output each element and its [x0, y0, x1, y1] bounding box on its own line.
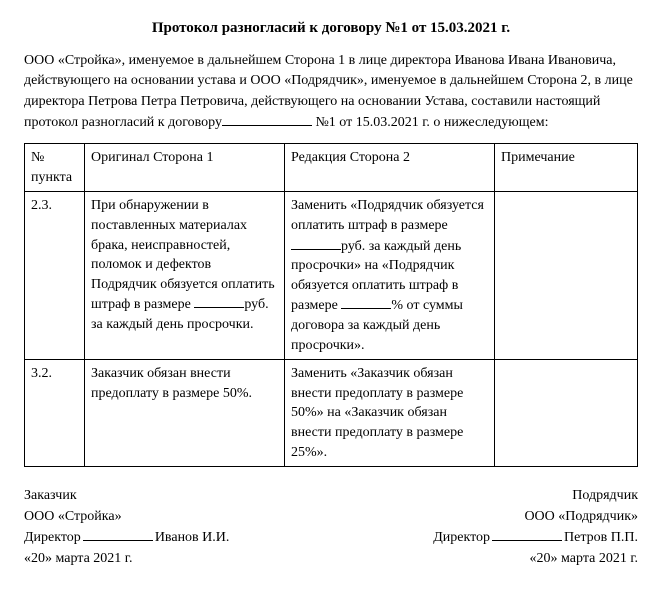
sig-director-label: Директор	[433, 530, 490, 545]
header-edition: Редакция Сторона 2	[285, 144, 495, 192]
amount-blank	[291, 236, 341, 250]
cell-original: Заказчик обязан внести предоплату в разм…	[85, 360, 285, 467]
amount-blank	[194, 294, 244, 308]
preamble: ООО «Стройка», именуемое в дальнейшем Ст…	[24, 51, 638, 133]
signature-line	[83, 527, 153, 541]
document-title: Протокол разногласий к договору №1 от 15…	[24, 20, 638, 37]
signature-line	[492, 527, 562, 541]
preamble-text-2: №1 от 15.03.2021 г. о нижеследующем:	[315, 115, 548, 130]
disagreements-table: № пункта Оригинал Сторона 1 Редакция Сто…	[24, 143, 638, 467]
cell-edition: Заменить «Заказчик обязан внести предопл…	[285, 360, 495, 467]
signature-contractor: Подрядчик ООО «Подрядчик» Директор Петров…	[351, 485, 638, 569]
edit-a: Заменить «Подрядчик обязуется оплатить ш…	[291, 198, 484, 233]
sig-date: «20» марта 2021 г.	[24, 548, 311, 569]
header-note: Примечание	[495, 144, 638, 192]
cell-note	[495, 192, 638, 360]
cell-original: При обнаружении в поставленных материала…	[85, 192, 285, 360]
sig-org: ООО «Стройка»	[24, 506, 311, 527]
sig-date: «20» марта 2021 г.	[351, 548, 638, 569]
sig-org: ООО «Подрядчик»	[351, 506, 638, 527]
contract-blank-line	[222, 112, 312, 126]
header-num: № пункта	[25, 144, 85, 192]
sig-name: Петров П.П.	[564, 530, 638, 545]
cell-edition: Заменить «Подрядчик обязуется оплатить ш…	[285, 192, 495, 360]
orig-a: При обнаружении в поставленных материала…	[91, 198, 275, 312]
sig-name: Иванов И.И.	[155, 530, 230, 545]
header-original: Оригинал Сторона 1	[85, 144, 285, 192]
percent-blank	[341, 295, 391, 309]
sig-role: Подрядчик	[351, 485, 638, 506]
signature-customer: Заказчик ООО «Стройка» Директор Иванов И.…	[24, 485, 311, 569]
table-header-row: № пункта Оригинал Сторона 1 Редакция Сто…	[25, 144, 638, 192]
table-row: 2.3. При обнаружении в поставленных мате…	[25, 192, 638, 360]
cell-note	[495, 360, 638, 467]
cell-num: 3.2.	[25, 360, 85, 467]
cell-num: 2.3.	[25, 192, 85, 360]
sig-director-label: Директор	[24, 530, 81, 545]
signatures: Заказчик ООО «Стройка» Директор Иванов И.…	[24, 485, 638, 569]
table-row: 3.2. Заказчик обязан внести предоплату в…	[25, 360, 638, 467]
sig-role: Заказчик	[24, 485, 311, 506]
